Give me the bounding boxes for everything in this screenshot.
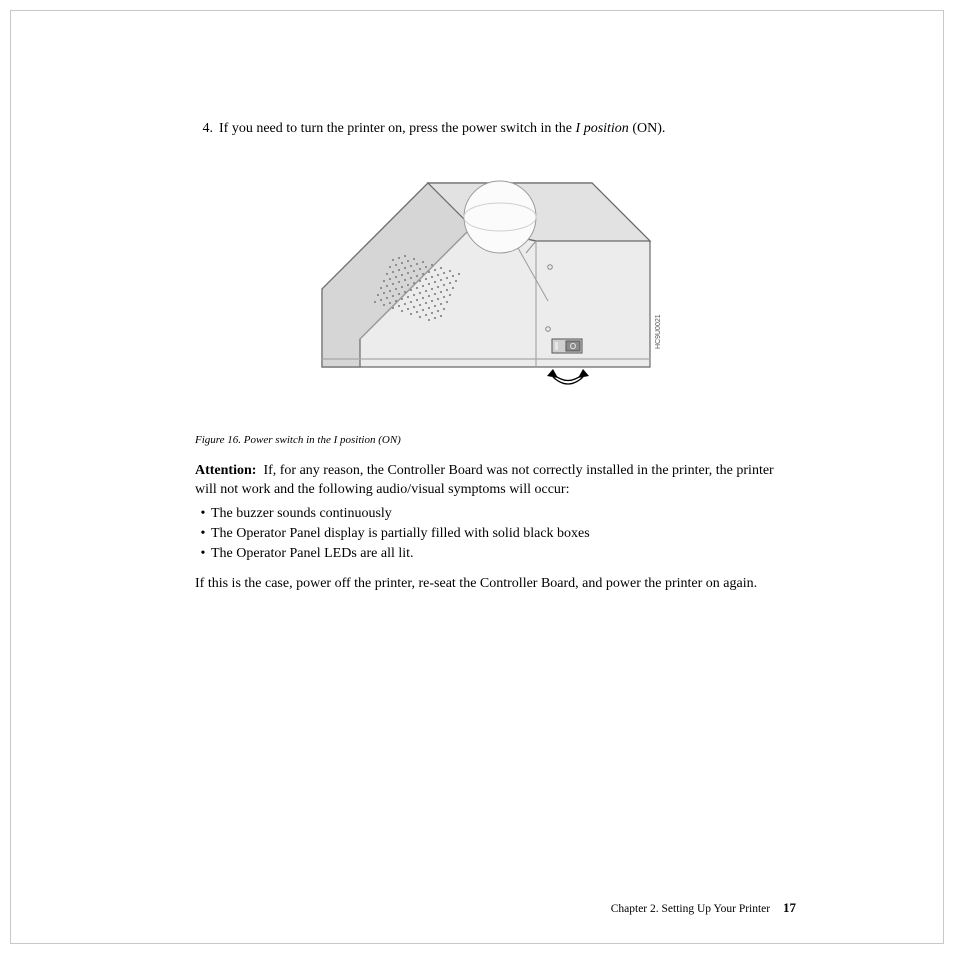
list-item: The Operator Panel display is partially … [195, 524, 785, 544]
attention-label: Attention: [195, 463, 256, 478]
switch-label: O [570, 342, 576, 351]
attention-paragraph: Attention: If, for any reason, the Contr… [195, 462, 785, 500]
arrow-icon [547, 369, 589, 384]
figure-16: O HC9U0021 [195, 169, 785, 419]
page-content: 4. If you need to turn the printer on, p… [195, 120, 785, 597]
figure-caption: Figure 16. Power switch in the I positio… [195, 434, 785, 446]
figure-id-label: HC9U0021 [655, 314, 662, 349]
step-text-after: (ON). [629, 121, 666, 136]
symptom-text: The Operator Panel display is partially … [211, 526, 590, 541]
closing-paragraph: If this is the case, power off the print… [195, 575, 785, 594]
footer-chapter: Chapter 2. Setting Up Your Printer [611, 903, 770, 915]
list-item: The buzzer sounds continuously [195, 504, 785, 524]
symptom-text: The Operator Panel LEDs are all lit. [211, 546, 414, 561]
step-text-before: If you need to turn the printer on, pres… [219, 121, 576, 136]
symptom-text: The buzzer sounds continuously [211, 506, 392, 521]
page-footer: Chapter 2. Setting Up Your Printer 17 [611, 900, 796, 916]
footer-page-number: 17 [783, 900, 796, 915]
step-body: If you need to turn the printer on, pres… [219, 120, 785, 139]
step-number: 4. [195, 120, 213, 139]
symptom-list: The buzzer sounds continuously The Opera… [195, 504, 785, 565]
power-switch-icon: O [552, 339, 582, 353]
step-4: 4. If you need to turn the printer on, p… [195, 120, 785, 139]
list-item: The Operator Panel LEDs are all lit. [195, 544, 785, 564]
attention-text: If, for any reason, the Controller Board… [195, 463, 774, 497]
printer-diagram: O HC9U0021 [300, 169, 680, 419]
step-italic: I position [576, 121, 629, 136]
